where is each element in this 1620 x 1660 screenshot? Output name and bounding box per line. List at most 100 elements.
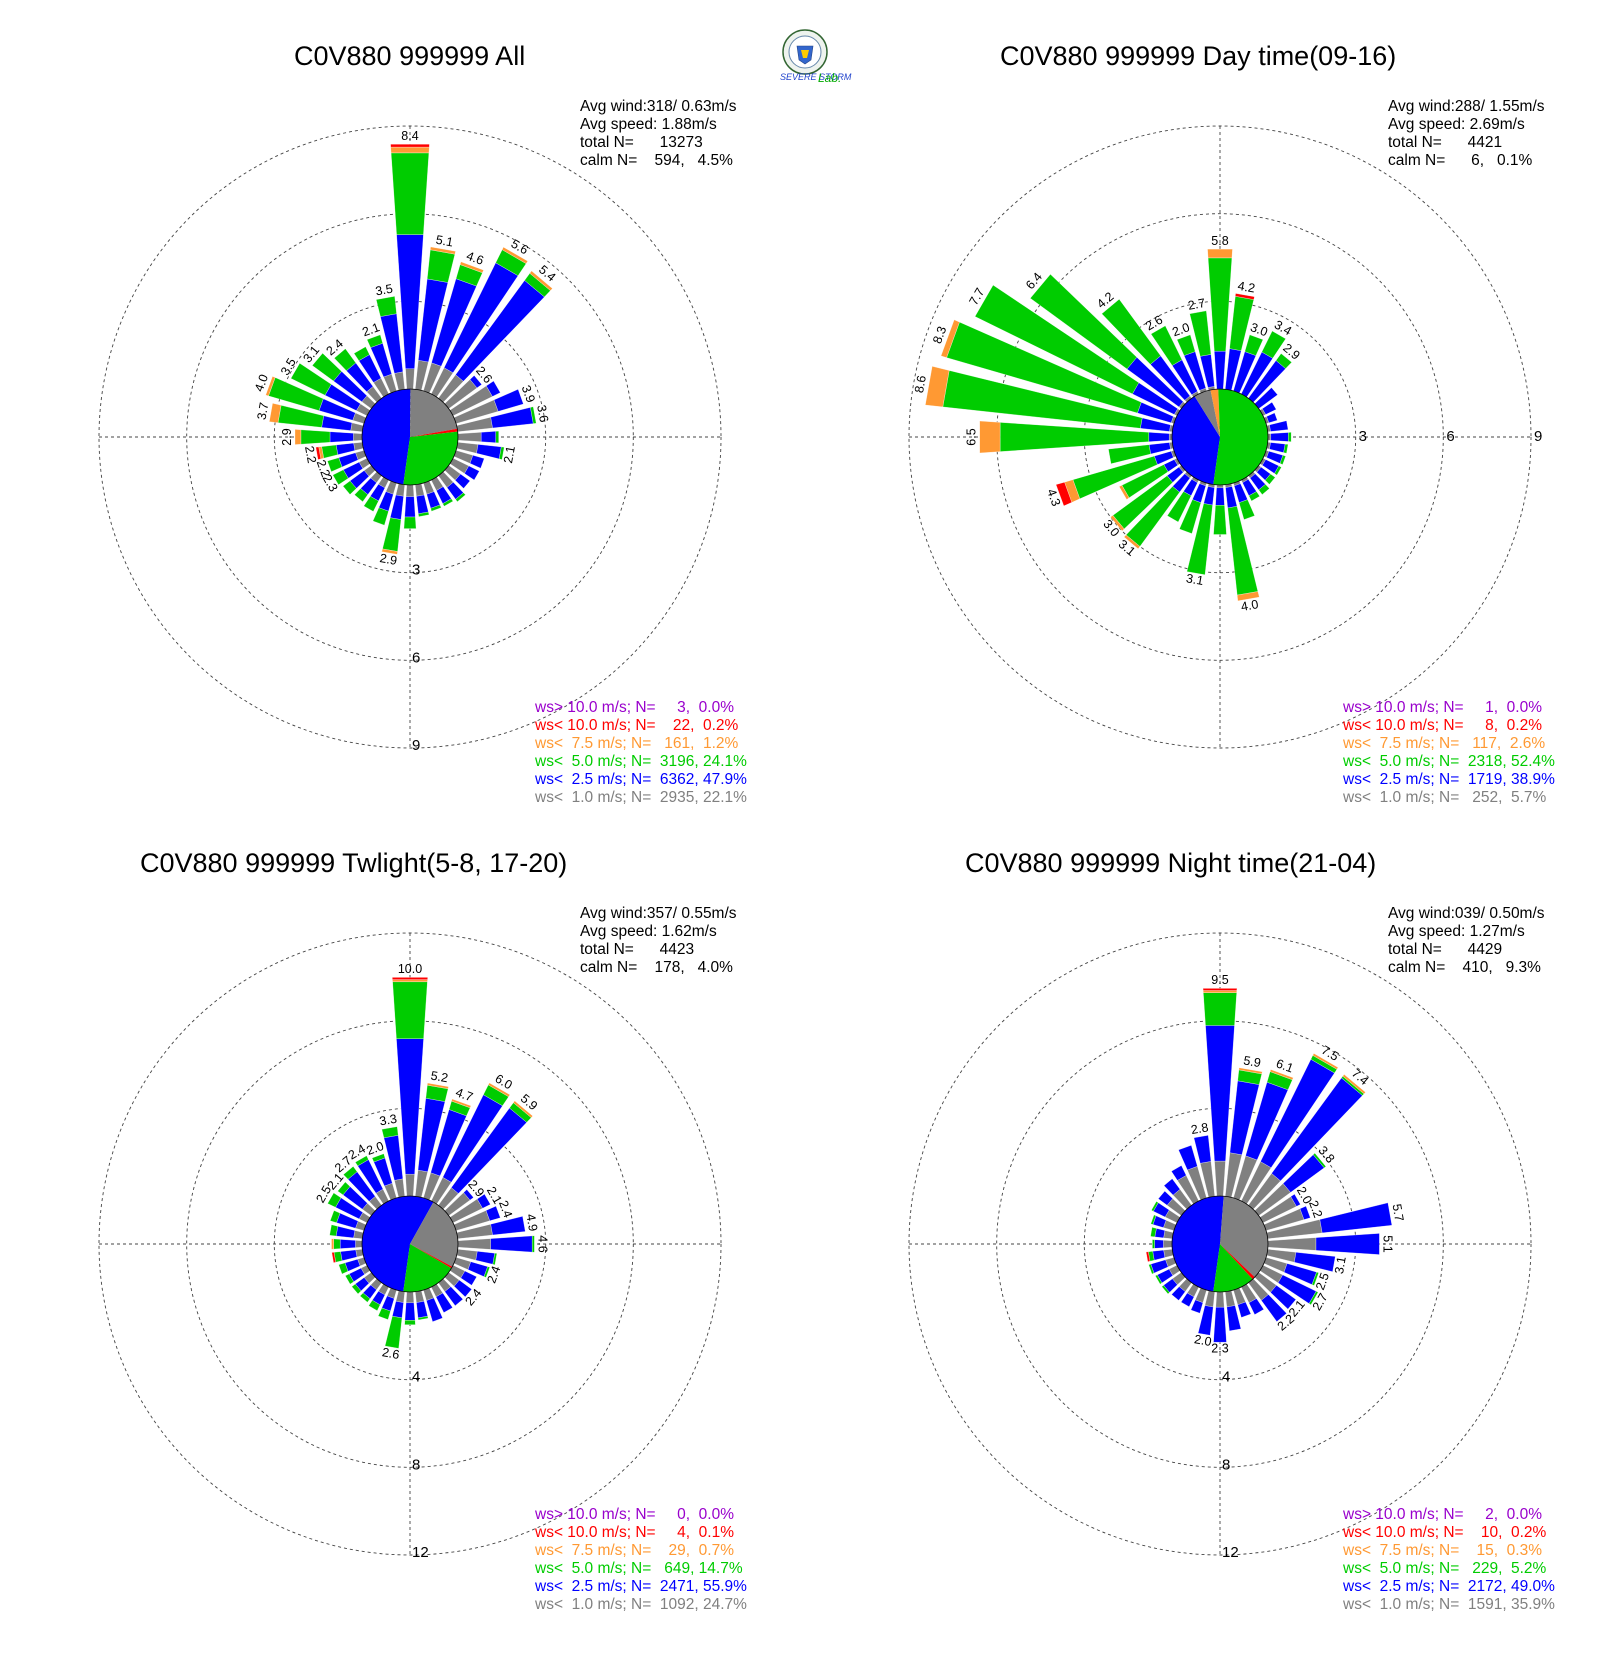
wind-bar-segment-green	[1150, 325, 1183, 366]
wind-bar-segment-blue	[1190, 1299, 1204, 1314]
bar-value-label: 2.2	[314, 458, 333, 479]
wind-bar-segment-green	[1213, 505, 1227, 535]
stats-line: total N= 13273	[580, 134, 703, 151]
wind-bar-segment-blue	[1319, 1202, 1393, 1234]
calm-pie-slice-ws_lt5	[403, 1244, 452, 1292]
bar-value-label: 3.3	[378, 1112, 398, 1129]
wind-bar-segment-green	[1189, 310, 1212, 357]
wind-bar-80deg	[456, 1216, 526, 1239]
legend-entry-ws_lt1: ws< 1.0 m/s; N= 252, 5.7%	[1342, 789, 1547, 806]
bar-value-label: 3.1	[1185, 571, 1205, 588]
wind-bar-20deg	[1233, 1069, 1294, 1201]
wind-bar-segment-orange	[1269, 1069, 1294, 1080]
wind-bar-210deg	[1167, 476, 1199, 523]
ring-label: 9	[1534, 428, 1542, 445]
wind-bar-segment-green	[372, 507, 389, 526]
wind-bar-segment-green	[312, 352, 342, 382]
wind-bar-segment-green	[381, 1126, 399, 1138]
legend-entry-ws_lt7_5: ws< 7.5 m/s; N= 117, 2.6%	[1342, 735, 1545, 752]
wind-bar-240deg	[1155, 1265, 1181, 1285]
bar-value-label: 2.0	[365, 1139, 386, 1158]
wind-bar-segment-orange	[488, 1082, 511, 1097]
wind-bar-320deg	[1101, 298, 1192, 403]
legend-entry-ws_lt10: ws< 10.0 m/s; N= 22, 0.2%	[534, 717, 739, 734]
wind-bar-70deg	[453, 1205, 501, 1231]
wind-bar-segment-green	[1283, 443, 1289, 454]
wind-bar-segment-blue	[340, 1239, 356, 1249]
bar-value-label: 2.5	[1313, 1271, 1332, 1292]
wind-bar-10deg	[415, 246, 456, 391]
wind-bar-190deg	[381, 483, 405, 555]
bar-value-label: 4.0	[1240, 597, 1260, 614]
bar-value-label: 9.5	[1211, 973, 1228, 987]
wind-rose-panel-day: C0V880 999999 Day time(09-16) 3 6 9 5.8 4.2 3.…	[908, 41, 1555, 806]
calm-pie-slice-ws_lt1	[1220, 1196, 1268, 1278]
bar-value-label: 8.3	[930, 324, 949, 345]
wind-bar-segment-orange	[390, 146, 430, 154]
wind-bar-170deg	[1225, 483, 1260, 602]
calm-circle	[1171, 1195, 1269, 1293]
wind-bar-segment-orange	[1238, 1067, 1263, 1075]
bar-value-label: 2.1	[501, 445, 518, 465]
wind-bar-segment-green	[334, 348, 357, 371]
wind-bar-segment-blue	[469, 455, 485, 469]
stats-line: total N= 4429	[1388, 941, 1502, 958]
calm-pie	[1171, 1195, 1269, 1293]
calm-pie-slice-ws_lt10	[410, 428, 458, 437]
legend-entry-ws_gt10: ws> 10.0 m/s; N= 2, 0.0%	[1342, 1506, 1542, 1523]
wind-bar-segment-green	[363, 496, 379, 512]
wind-bar-110deg	[1263, 1257, 1319, 1286]
wind-bar-220deg	[359, 1278, 382, 1303]
wind-bar-segment-green	[417, 1316, 429, 1321]
wind-bar-180deg	[404, 1291, 416, 1325]
wind-bar-segment-green	[1150, 1214, 1157, 1225]
wind-bar-190deg	[1186, 483, 1215, 575]
wind-bar-150deg	[431, 476, 454, 507]
wind-bar-segment-blue	[1180, 1292, 1195, 1307]
wind-bar-segment-blue	[490, 1235, 533, 1253]
wind-bar-segment-blue	[453, 1279, 472, 1298]
wind-bar-0deg	[1207, 248, 1233, 390]
wind-bar-segment-green	[1261, 330, 1286, 359]
wind-bar-segment-red	[1235, 293, 1255, 300]
wind-bar-10deg	[1225, 1067, 1263, 1198]
wind-bar-210deg	[363, 476, 389, 512]
wind-bar-segment-green	[384, 1316, 403, 1349]
bar-value-label: 4.7	[454, 1085, 475, 1104]
wind-bar-segment-orange	[1118, 485, 1130, 500]
wind-bar-segment-orange	[1110, 515, 1125, 532]
wind-bar-segment-blue	[1269, 420, 1289, 432]
wind-bar-180deg	[1213, 484, 1227, 535]
wind-bar-segment-blue	[1315, 1233, 1380, 1255]
legend-entry-ws_gt10: ws> 10.0 m/s; N= 3, 0.0%	[534, 699, 734, 716]
wind-bar-segment-blue	[454, 473, 471, 489]
wind-bar-segment-gray	[405, 1291, 415, 1303]
wind-bar-130deg	[1254, 465, 1276, 485]
wind-bar-segment-gray	[353, 433, 363, 441]
wind-bar-segment-green	[337, 1181, 351, 1196]
wind-bar-160deg	[423, 1287, 443, 1322]
bar-value-label: 2.0	[1193, 1332, 1213, 1349]
bar-value-label: 4.3	[1044, 487, 1063, 508]
wind-bar-270deg	[1152, 1239, 1173, 1249]
wind-bar-segment-blue	[1163, 1178, 1181, 1196]
legend-entry-ws_lt1: ws< 1.0 m/s; N= 2935, 22.1%	[534, 789, 747, 806]
wind-bar-segment-green	[332, 469, 349, 486]
wind-bar-segment-green	[290, 362, 332, 396]
stats-line: Avg wind:039/ 0.50m/s	[1388, 905, 1545, 922]
wind-bar-300deg	[974, 284, 1181, 416]
wind-bar-260deg	[1145, 1249, 1174, 1262]
bar-value-label: 8.6	[912, 374, 929, 394]
wind-bar-segment-blue	[486, 380, 501, 397]
wind-bar-300deg	[290, 362, 371, 416]
wind-bar-270deg	[331, 1238, 363, 1250]
wind-bar-segment-blue	[1178, 1145, 1198, 1171]
wind-bar-segment-orange	[430, 246, 456, 255]
wind-bar-segment-red	[1202, 988, 1238, 991]
bar-value-label: 2.2	[302, 445, 319, 465]
wind-bar-280deg	[329, 1224, 364, 1239]
wind-bar-segment-green	[442, 498, 454, 507]
wind-bar-segment-green	[1264, 473, 1276, 485]
wind-bar-segment-green	[1258, 484, 1270, 495]
